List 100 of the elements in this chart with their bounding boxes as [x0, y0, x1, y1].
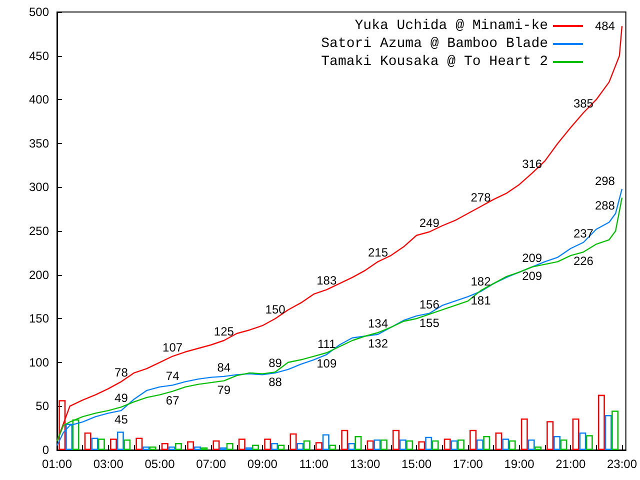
- data-label: 316: [522, 157, 542, 172]
- x-tick-label: 13:00: [350, 457, 381, 471]
- bar: [572, 418, 580, 450]
- bar: [579, 432, 586, 450]
- bar: [483, 436, 490, 450]
- bar: [612, 410, 619, 450]
- y-tick-label: 0: [42, 443, 50, 457]
- x-tick-label: 17:00: [452, 457, 484, 471]
- data-label: 181: [470, 293, 492, 308]
- bar: [329, 444, 336, 450]
- bar: [168, 446, 176, 450]
- bar: [444, 438, 451, 450]
- bar: [508, 440, 516, 450]
- bar: [380, 439, 388, 450]
- data-label: 155: [419, 316, 440, 330]
- data-label: 111: [318, 336, 336, 351]
- bar: [425, 436, 432, 450]
- data-label: 182: [470, 274, 492, 289]
- x-tick-label: 05:00: [144, 457, 176, 471]
- bar: [554, 436, 561, 450]
- data-label: 150: [265, 302, 286, 317]
- bar: [418, 441, 426, 450]
- data-label: 125: [214, 324, 234, 338]
- bar: [366, 440, 374, 450]
- data-label: 298: [594, 174, 616, 188]
- bar: [604, 414, 612, 450]
- bar: [245, 447, 252, 450]
- bar: [315, 442, 322, 450]
- bar: [470, 430, 477, 450]
- bar: [322, 434, 330, 450]
- x-tick-label: 03:00: [93, 457, 124, 471]
- bar: [220, 447, 227, 450]
- bar: [238, 438, 246, 450]
- bar: [200, 447, 208, 450]
- x-tick-label: 11:00: [299, 457, 329, 471]
- x-tick-label: 23:00: [606, 457, 638, 471]
- data-label: 249: [419, 216, 440, 230]
- bar: [161, 442, 168, 450]
- y-tick-label: 450: [28, 48, 50, 63]
- y-tick-label: 500: [28, 5, 50, 19]
- bar: [124, 439, 131, 450]
- x-tick-label: 09:00: [247, 457, 278, 471]
- data-label: 183: [316, 274, 337, 288]
- data-label: 385: [573, 96, 594, 111]
- data-label: 156: [419, 297, 440, 312]
- data-label: 78: [114, 366, 128, 380]
- bar: [212, 440, 220, 450]
- bar: [187, 441, 194, 450]
- bar: [296, 442, 304, 450]
- bar: [91, 438, 98, 450]
- x-tick-label: 01:00: [42, 457, 72, 471]
- x-tick-label: 07:00: [196, 457, 226, 471]
- bar: [290, 433, 297, 450]
- y-tick-label: 300: [28, 180, 50, 194]
- data-label: 67: [166, 393, 180, 408]
- bar: [374, 439, 381, 450]
- bar: [278, 444, 285, 450]
- bar: [432, 440, 439, 450]
- bar: [252, 444, 260, 450]
- bar: [174, 442, 182, 450]
- data-label: 49: [114, 391, 128, 406]
- bar: [84, 432, 92, 450]
- bar: [586, 435, 593, 450]
- y-tick-label: 350: [28, 136, 50, 150]
- bar: [354, 436, 362, 450]
- data-label: 89: [268, 356, 282, 370]
- data-label: 288: [594, 198, 616, 213]
- y-tick-label: 400: [28, 92, 50, 107]
- data-label: 484: [594, 19, 616, 34]
- bar: [303, 440, 310, 450]
- data-label: 209: [522, 250, 542, 265]
- y-tick-label: 50: [36, 399, 50, 414]
- y-tick-label: 200: [28, 268, 50, 282]
- bar: [116, 432, 124, 450]
- data-label: 88: [268, 374, 282, 389]
- bar: [98, 438, 105, 450]
- data-label: 107: [162, 340, 183, 354]
- data-label: 226: [573, 254, 594, 268]
- bar: [528, 439, 535, 450]
- bar: [457, 439, 464, 450]
- data-label: 134: [368, 316, 388, 331]
- bar: [476, 439, 484, 450]
- legend-label: Satori Azuma @ Bamboo Blade: [321, 36, 548, 52]
- x-tick-label: 15:00: [402, 457, 432, 471]
- data-label: 74: [166, 369, 180, 384]
- data-label: 215: [368, 246, 388, 260]
- data-label: 278: [470, 190, 492, 204]
- data-label: 132: [368, 336, 388, 350]
- bar: [520, 418, 528, 450]
- bar: [149, 446, 156, 450]
- legend-label: Yuka Uchida @ Minami-ke: [354, 18, 548, 34]
- data-label: 237: [573, 226, 594, 240]
- bar: [495, 432, 502, 450]
- data-label: 79: [217, 382, 231, 397]
- bar: [348, 442, 356, 450]
- bar: [560, 439, 568, 450]
- x-tick-label: 21:00: [556, 457, 586, 471]
- bar: [399, 439, 406, 450]
- bar: [226, 442, 234, 450]
- data-label: 45: [114, 412, 128, 427]
